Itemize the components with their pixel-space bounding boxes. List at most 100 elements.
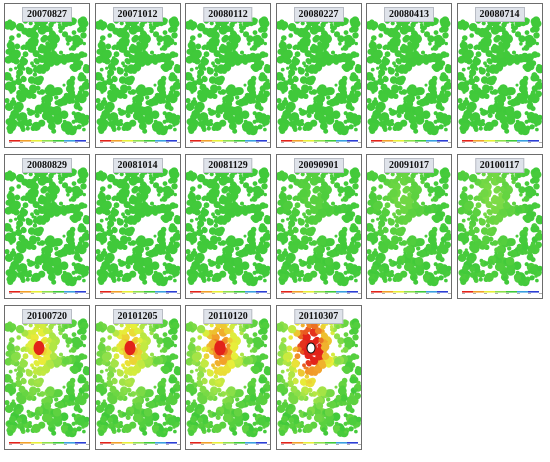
land-patch xyxy=(36,78,40,82)
land-patch xyxy=(82,278,86,283)
land-patch xyxy=(224,245,233,254)
land-patch xyxy=(536,229,542,235)
land-patch xyxy=(411,50,420,58)
land-patch xyxy=(53,264,61,272)
land-patch xyxy=(20,378,27,385)
land-patch xyxy=(252,119,257,124)
deformation-map xyxy=(276,167,361,294)
land-patch xyxy=(84,114,89,121)
color-scale-segment xyxy=(335,291,347,293)
land-patch xyxy=(25,126,30,131)
land-patch xyxy=(276,172,284,181)
color-scale-tick xyxy=(9,142,12,143)
land-patch xyxy=(46,359,54,367)
land-patch xyxy=(431,75,438,82)
land-patch xyxy=(230,50,239,58)
land-patch xyxy=(444,64,451,74)
land-patch xyxy=(355,78,361,84)
land-patch xyxy=(468,106,475,113)
land-patch xyxy=(252,30,258,35)
land-patch xyxy=(458,73,462,77)
land-patch xyxy=(292,76,299,83)
land-patch xyxy=(128,91,132,95)
land-patch xyxy=(107,231,112,237)
land-patch xyxy=(68,47,72,51)
land-patch xyxy=(104,217,108,221)
land-patch xyxy=(187,73,191,77)
land-patch xyxy=(424,119,429,124)
land-patch xyxy=(27,93,33,99)
land-patch xyxy=(506,34,511,39)
land-patch xyxy=(333,206,341,214)
land-patch xyxy=(171,19,179,28)
color-scale-tick xyxy=(516,142,520,143)
land-patch xyxy=(196,74,202,79)
land-patch xyxy=(191,50,201,60)
land-patch xyxy=(368,224,372,228)
land-patch xyxy=(16,382,22,388)
land-patch xyxy=(74,245,84,254)
land-patch xyxy=(323,199,327,203)
land-patch xyxy=(486,58,492,64)
land-patch xyxy=(197,266,204,273)
land-patch xyxy=(391,87,395,91)
land-patch xyxy=(209,172,214,177)
land-patch xyxy=(117,184,122,189)
land-patch xyxy=(494,262,503,272)
color-scale-tick xyxy=(371,293,374,294)
land-patch xyxy=(278,192,287,201)
land-patch xyxy=(483,27,489,33)
land-patch xyxy=(149,50,154,55)
land-patch xyxy=(34,113,40,118)
land-patch xyxy=(516,22,521,28)
color-scale-segment xyxy=(20,140,31,142)
land-patch xyxy=(400,206,409,214)
land-patch xyxy=(278,278,285,285)
land-patch xyxy=(71,119,76,124)
land-patch xyxy=(5,21,12,30)
land-patch xyxy=(287,257,294,264)
land-patch xyxy=(377,23,387,32)
land-patch xyxy=(81,26,87,32)
land-patch xyxy=(186,199,193,206)
land-patch xyxy=(515,83,518,87)
land-patch xyxy=(367,56,375,64)
land-patch xyxy=(227,35,233,42)
land-patch xyxy=(106,106,113,113)
land-patch xyxy=(63,22,68,28)
land-patch xyxy=(63,324,68,330)
land-patch xyxy=(213,223,219,228)
land-patch xyxy=(420,25,424,30)
land-patch xyxy=(123,72,128,77)
land-patch xyxy=(459,192,468,201)
color-scale-segment xyxy=(346,291,358,293)
land-patch xyxy=(166,265,176,275)
land-patch xyxy=(65,235,75,245)
land-patch xyxy=(235,87,244,96)
land-patch xyxy=(377,225,383,230)
land-patch xyxy=(107,244,117,254)
land-patch xyxy=(380,83,388,91)
land-patch xyxy=(462,90,466,94)
color-scale-segment xyxy=(245,291,256,293)
land-patch xyxy=(5,207,13,215)
land-patch xyxy=(99,227,104,233)
land-patch xyxy=(144,397,149,402)
land-patch xyxy=(254,102,262,110)
color-scale-segment xyxy=(132,140,144,142)
land-patch xyxy=(427,235,437,245)
land-patch xyxy=(442,32,449,39)
land-patch xyxy=(261,19,270,28)
land-patch xyxy=(209,48,214,53)
land-patch xyxy=(215,259,222,265)
land-patch xyxy=(420,176,424,181)
land-patch xyxy=(121,27,127,33)
land-patch xyxy=(120,212,125,217)
land-patch xyxy=(66,42,70,46)
land-patch xyxy=(427,35,435,43)
land-patch xyxy=(133,245,143,254)
land-patch xyxy=(481,78,487,84)
land-patch xyxy=(133,25,141,33)
land-patch xyxy=(195,194,202,201)
land-patch xyxy=(392,61,396,66)
